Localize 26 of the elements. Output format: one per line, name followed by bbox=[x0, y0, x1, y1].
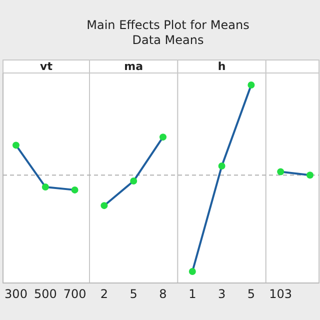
point bbox=[277, 168, 284, 176]
point bbox=[71, 186, 78, 194]
text: vt bbox=[40, 60, 52, 73]
point bbox=[12, 142, 20, 149]
point bbox=[188, 268, 196, 276]
x-tick-label: 2 bbox=[100, 287, 108, 301]
text: ma bbox=[124, 60, 144, 73]
text: h bbox=[218, 60, 226, 73]
x-tick-label: 700 bbox=[63, 287, 86, 301]
x-tick-label: 8 bbox=[159, 287, 167, 301]
x-tick-label: 5 bbox=[130, 287, 138, 301]
x-tick-label: 1 bbox=[188, 287, 196, 301]
point bbox=[160, 134, 166, 141]
chart-subtitle: Data Means bbox=[132, 33, 204, 47]
x-tick-label: 5 bbox=[247, 287, 256, 301]
chart-title: Main Effects Plot for Means bbox=[86, 18, 250, 32]
x-tick-label: 3 bbox=[218, 287, 226, 301]
point bbox=[130, 178, 138, 185]
point bbox=[42, 183, 49, 190]
x-tick-label: 500 bbox=[34, 287, 57, 301]
x-tick-label: 103 bbox=[269, 287, 292, 301]
point bbox=[306, 172, 314, 179]
point bbox=[100, 202, 108, 210]
point bbox=[248, 82, 255, 88]
point bbox=[218, 162, 226, 170]
x-tick-label: 300 bbox=[4, 287, 28, 301]
